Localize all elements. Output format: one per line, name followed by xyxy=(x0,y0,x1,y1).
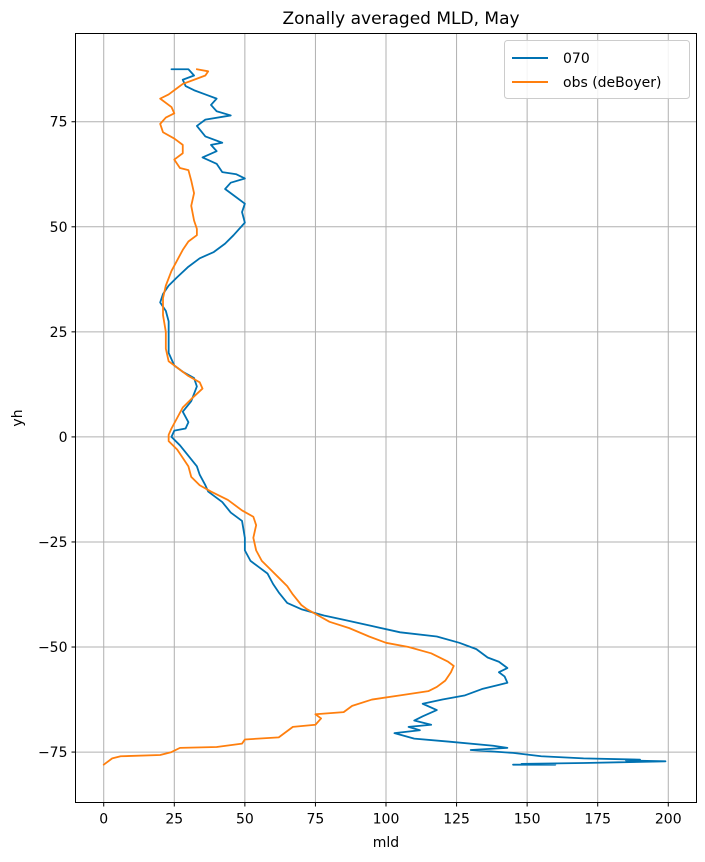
series-line-2 xyxy=(102,68,455,766)
y-tick-label: 25 xyxy=(50,325,68,341)
legend-label-series-1: 070 xyxy=(563,51,590,67)
x-tick-label: 0 xyxy=(99,812,108,828)
x-tick-label: 100 xyxy=(373,812,400,828)
x-tick-label: 150 xyxy=(514,812,541,828)
chart-title: Zonally averaged MLD, May xyxy=(282,9,519,29)
grid xyxy=(75,33,697,803)
x-tick-label: 25 xyxy=(165,812,183,828)
y-tick-label: −75 xyxy=(38,745,68,761)
y-tick-label: −50 xyxy=(38,640,68,656)
x-axis-ticks: 0 25 50 75 100 125 150 175 200 xyxy=(99,802,682,828)
legend-box xyxy=(504,40,690,99)
y-axis-ticks: −75 −50 −25 0 25 50 75 xyxy=(38,115,76,761)
y-axis-title: yh xyxy=(10,409,26,426)
series-line-1 xyxy=(159,68,667,766)
x-tick-label: 75 xyxy=(307,812,325,828)
y-tick-label: −25 xyxy=(38,535,68,551)
legend-label-series-2: obs (deBoyer) xyxy=(563,75,661,91)
series-lines xyxy=(102,68,667,766)
y-tick-label: 0 xyxy=(59,430,68,446)
legend: 070 obs (deBoyer) xyxy=(504,40,690,99)
x-tick-label: 175 xyxy=(584,812,611,828)
x-tick-label: 125 xyxy=(443,812,470,828)
x-tick-label: 200 xyxy=(655,812,682,828)
y-tick-label: 50 xyxy=(50,220,68,236)
x-tick-label: 50 xyxy=(236,812,254,828)
x-axis-title: mld xyxy=(373,835,399,851)
y-tick-label: 75 xyxy=(50,115,68,131)
